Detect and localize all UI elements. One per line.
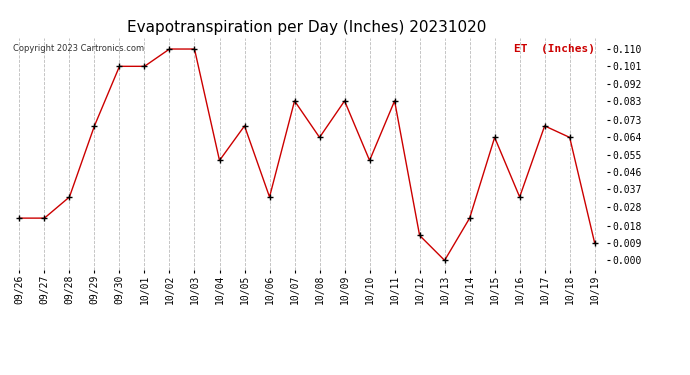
Text: Copyright 2023 Cartronics.com: Copyright 2023 Cartronics.com bbox=[13, 45, 144, 54]
Title: Evapotranspiration per Day (Inches) 20231020: Evapotranspiration per Day (Inches) 2023… bbox=[128, 20, 486, 35]
Text: ET  (Inches): ET (Inches) bbox=[514, 45, 595, 54]
